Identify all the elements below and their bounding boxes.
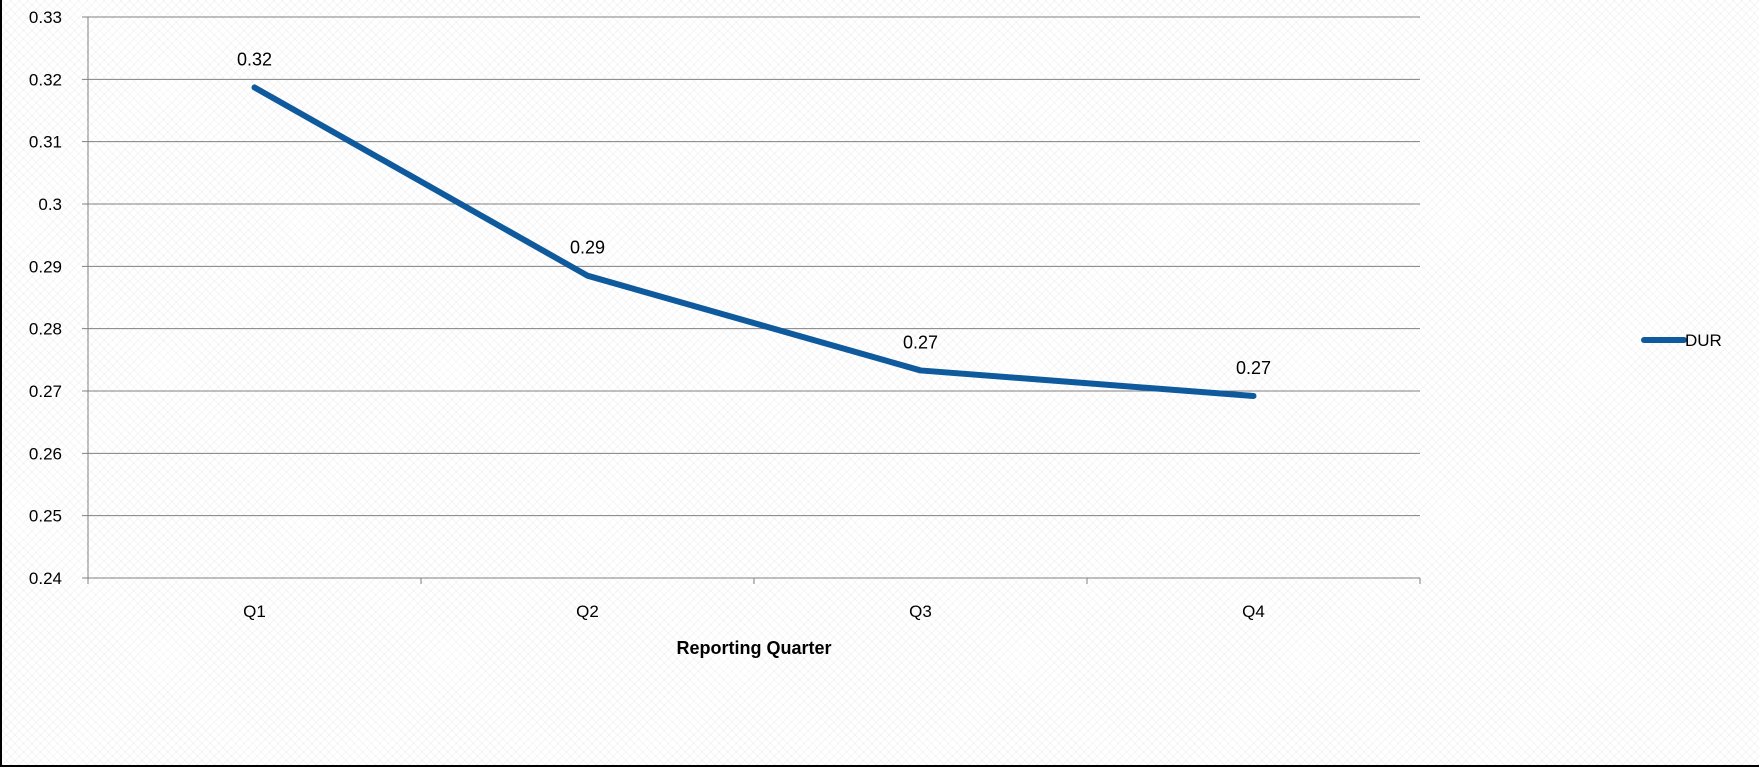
- data-labels: 0.32 0.29 0.27 0.27: [237, 49, 1271, 378]
- y-tick-label: 0.26: [29, 444, 62, 463]
- axes: [87, 17, 1421, 584]
- x-axis-title: Reporting Quarter: [676, 638, 831, 658]
- y-tick-labels: 0.24 0.25 0.26 0.27 0.28 0.29 0.3 0.31 0.32 0.33: [29, 8, 62, 588]
- data-label: 0.27: [1236, 358, 1271, 378]
- data-label: 0.29: [570, 238, 605, 258]
- y-tick-label: 0.33: [29, 8, 62, 27]
- series-layer: [251, 84, 1257, 399]
- x-tick-label: Q1: [243, 602, 266, 621]
- series-line-dur: [251, 84, 1257, 399]
- legend-label-dur: DUR: [1685, 331, 1722, 350]
- y-tick-label: 0.32: [29, 70, 62, 89]
- y-tick-label: 0.25: [29, 507, 62, 526]
- data-label: 0.27: [903, 332, 938, 352]
- legend: DUR: [1641, 331, 1722, 350]
- data-label: 0.32: [237, 49, 272, 69]
- x-tick-labels: Q1 Q2 Q3 Q4: [243, 602, 1265, 621]
- x-tick-label: Q3: [909, 602, 932, 621]
- x-tick-label: Q4: [1242, 602, 1265, 621]
- y-tick-label: 0.3: [38, 195, 62, 214]
- gridlines: [82, 16, 1420, 579]
- y-tick-label: 0.27: [29, 382, 62, 401]
- y-tick-label: 0.29: [29, 257, 62, 276]
- y-tick-label: 0.24: [29, 569, 62, 588]
- y-tick-label: 0.28: [29, 320, 62, 339]
- x-tick-label: Q2: [576, 602, 599, 621]
- y-tick-label: 0.31: [29, 133, 62, 152]
